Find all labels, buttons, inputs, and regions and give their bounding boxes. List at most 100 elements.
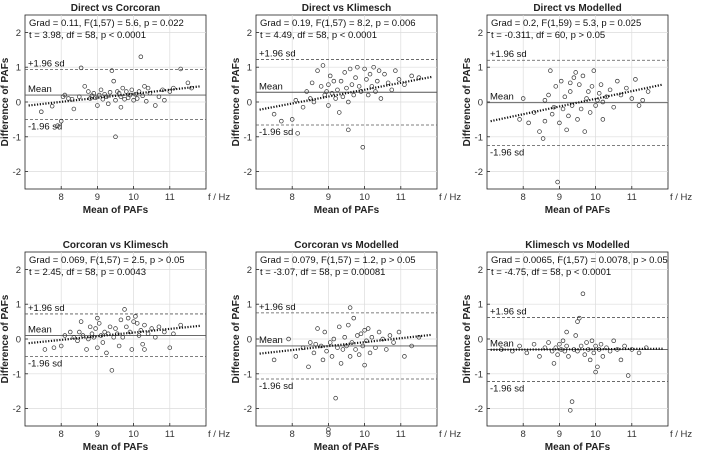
data-point [391,340,396,345]
data-point [162,329,167,335]
stat-line-2: t = 4.49, df = 58, p < 0.0001 [260,30,377,41]
y-tick-label: -2 [475,167,483,178]
data-point [568,89,573,94]
x-tick-label: 8 [290,429,295,440]
data-point [618,92,624,98]
data-point [308,340,313,345]
data-point [593,103,598,108]
data-point [526,120,531,126]
data-point [51,345,57,350]
data-point [333,96,338,101]
data-point [58,118,64,124]
data-point [156,94,162,100]
data-point [393,68,398,73]
data-point [591,68,597,73]
upper-sd-label: +1.96 sd [490,49,527,60]
x-tick-label: 11 [396,192,406,203]
data-point [100,96,106,102]
y-tick-label: -1 [13,132,21,143]
y-tick-label: -2 [13,404,21,415]
x-tick-label: 9 [326,192,331,203]
data-point [313,341,318,347]
data-point [615,78,620,84]
x-unit-label: f / Hz [439,429,461,440]
x-tick-label: 9 [557,429,562,440]
data-point [109,368,115,373]
data-point [96,321,102,326]
stat-line-2: t = -3.07, df = 58, p = 0.00081 [260,267,385,278]
data-point [551,104,557,110]
y-tick-label: -2 [244,167,252,178]
regression-fit-line [490,83,663,123]
x-tick-label: 11 [165,192,175,203]
data-point [375,78,380,84]
data-point [167,89,173,94]
data-point [551,361,557,366]
lower-sd-label: -1.96 sd [28,121,62,132]
data-point [82,84,87,89]
upper-sd-label: +1.96 sd [490,306,527,317]
data-point [106,331,111,337]
data-point [537,129,542,134]
panel-title: Direct vs Klimesch [302,3,392,14]
data-point [337,324,342,330]
data-point [338,361,344,366]
data-point [78,319,84,324]
data-point [573,333,578,338]
data-point [396,329,402,335]
mean-label: Mean [490,338,514,349]
data-point [67,329,73,335]
y-tick-label: -2 [244,404,252,415]
data-point [633,77,638,82]
data-point [347,66,353,72]
mean-label: Mean [28,325,52,336]
data-point [589,338,595,343]
data-point [322,92,328,98]
data-point [335,87,340,93]
data-point [327,73,333,79]
data-point [300,104,306,110]
data-point [167,345,173,350]
x-tick-label: 11 [165,429,175,440]
stat-line-1: Grad = 0.11, F(1,57) = 5.6, p = 0.022 [29,18,184,29]
x-tick-label: 8 [521,429,526,440]
data-point [600,117,606,122]
data-point [587,357,593,363]
data-point [396,77,402,82]
data-point [557,120,562,126]
data-point [171,331,176,337]
data-point [311,350,317,356]
data-point [342,70,347,75]
data-point [353,347,358,352]
data-point [367,350,373,356]
data-point [42,347,48,352]
data-point [142,322,147,328]
data-point [580,73,586,79]
regression-fit-line [259,333,432,355]
panel-4: Corcoran vs Klimesch 8 9 10 11 -2 -1 0 1 2 f / Hz M… [0,240,230,453]
data-point [378,96,384,101]
x-tick-label: 11 [627,192,637,203]
data-point [322,329,328,335]
data-point [75,338,80,343]
data-point [389,87,395,93]
upper-sd-label: +1.96 sd [28,59,65,70]
data-point [611,104,616,110]
y-axis-label: Difference of PAFs [231,57,242,146]
data-point [510,348,515,354]
data-point [589,84,595,89]
data-point [591,350,597,356]
data-point [86,336,91,342]
y-tick-label: 1 [247,63,252,74]
data-point [145,331,151,337]
data-point [89,331,95,337]
data-point [636,103,642,108]
data-point [582,129,587,134]
stat-line-1: Grad = 0.079, F(1,57) = 1.2, p > 0.05 [260,255,416,266]
upper-sd-label: +1.96 sd [259,49,296,60]
data-point [78,65,84,71]
data-point [335,345,340,350]
stat-line-1: Grad = 0.19, F(1,57) = 8.2, p = 0.006 [260,18,416,29]
data-point [542,98,548,103]
